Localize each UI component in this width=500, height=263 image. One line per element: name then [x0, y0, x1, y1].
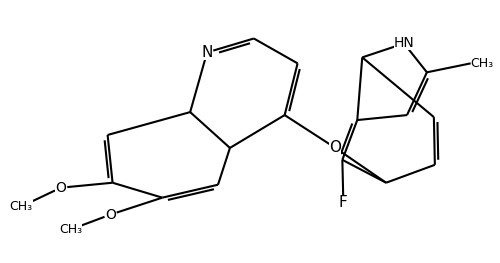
Text: O: O [56, 181, 66, 195]
Text: F: F [339, 195, 347, 210]
Text: CH₃: CH₃ [10, 200, 32, 213]
Text: N: N [202, 45, 213, 60]
Text: CH₃: CH₃ [470, 57, 494, 70]
Text: HN: HN [394, 37, 414, 50]
Text: CH₃: CH₃ [59, 223, 82, 236]
Text: O: O [105, 208, 116, 221]
Text: O: O [330, 140, 342, 155]
